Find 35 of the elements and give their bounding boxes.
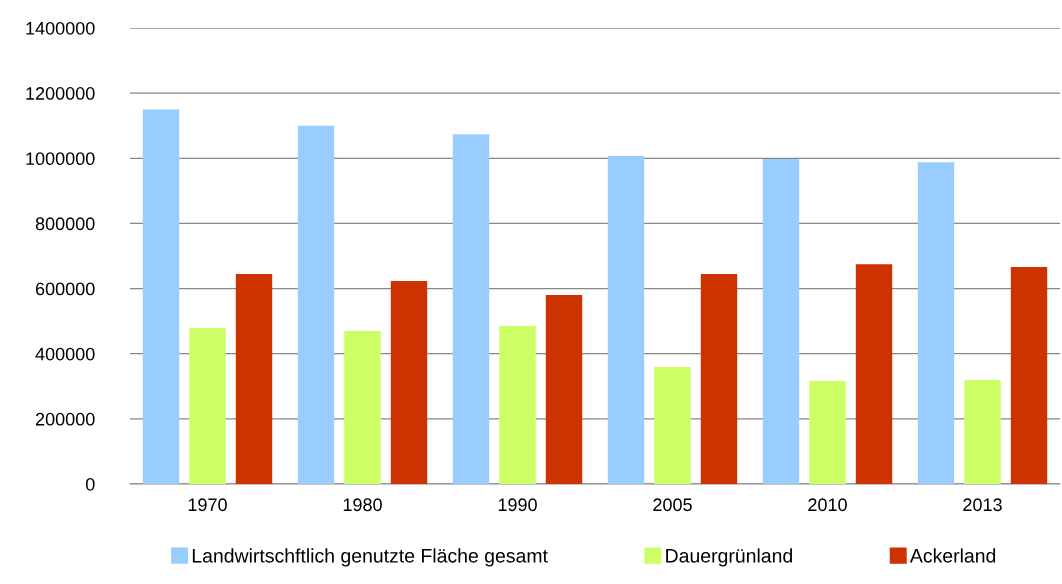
bar: [964, 380, 1001, 484]
bar: [235, 273, 273, 484]
legend-label: Dauergrünland: [666, 548, 792, 567]
y-tick-label: 400000: [35, 347, 95, 361]
y-tick-label: 0: [85, 477, 95, 491]
x-tick-label: 1990: [498, 498, 537, 512]
x-tick-label: 2005: [653, 498, 692, 512]
bar: [654, 367, 691, 484]
bar: [142, 109, 180, 484]
bar: [390, 281, 428, 484]
bar: [855, 264, 893, 484]
y-tick-label: 200000: [35, 412, 95, 426]
bar: [762, 158, 800, 484]
legend-label: Landwirtschftlich genutzte Fläche gesamt: [192, 548, 548, 567]
bar: [344, 330, 381, 484]
bar: [545, 295, 583, 484]
y-tick-label: 1400000: [26, 21, 95, 35]
bar: [189, 327, 226, 484]
bar: [297, 125, 335, 484]
y-tick-label: 600000: [35, 282, 95, 296]
bar: [700, 273, 738, 484]
legend-label: Ackerland: [909, 548, 996, 563]
bar: [1010, 267, 1048, 484]
bar: [607, 156, 645, 484]
x-tick-label: 1970: [188, 498, 227, 512]
bar: [809, 381, 846, 484]
bar: [917, 162, 955, 484]
y-tick-label: 1000000: [26, 152, 95, 166]
y-tick-label: 800000: [35, 217, 95, 231]
bar: [499, 326, 536, 484]
x-tick-label: 2013: [963, 498, 1002, 512]
x-tick-label: 2010: [808, 498, 847, 512]
y-tick-label: 1200000: [26, 87, 95, 100]
bar: [452, 134, 490, 484]
x-tick-label: 1980: [343, 498, 382, 512]
